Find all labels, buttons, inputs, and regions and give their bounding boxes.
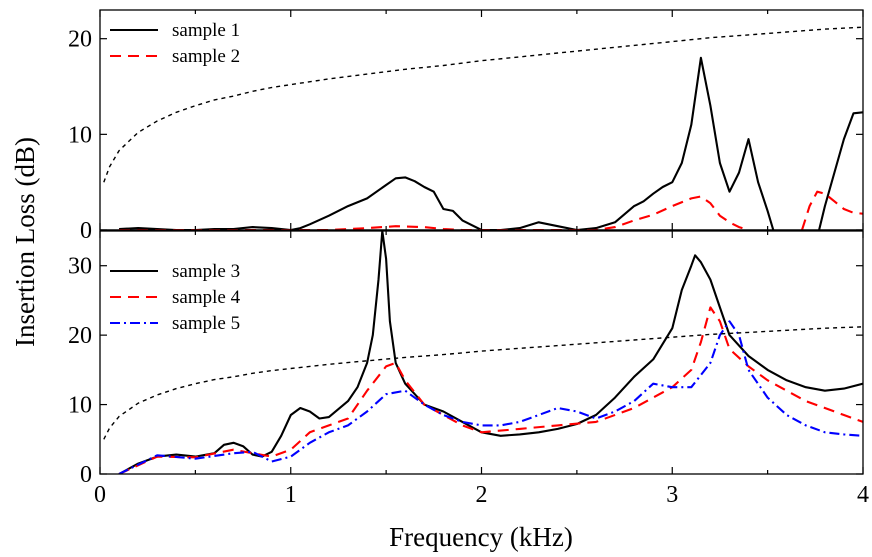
bottom-y-tick-label: 10 <box>68 393 92 419</box>
bottom-x-tick-label: 1 <box>285 482 297 508</box>
top-series-sample-1-1 <box>818 111 863 230</box>
top-panel: 0 10 20 sample 1 sample 2 <box>68 9 864 244</box>
top-series-sample-2-3 <box>800 190 863 230</box>
bottom-series-sample-4-1 <box>118 306 863 474</box>
bottom-panel: 0 10 20 30 0 1 2 3 4 sample 3 sample 4 sample 5 <box>68 230 869 508</box>
top-legend-label: sample 1 <box>172 20 240 41</box>
bottom-x-tick-label: 2 <box>476 482 488 508</box>
bottom-x-tick-label: 3 <box>666 482 678 508</box>
top-series-sample-1-0 <box>119 56 775 230</box>
bottom-y-tick-label: 20 <box>68 323 92 349</box>
top-y-tick-label: 20 <box>68 27 92 53</box>
bottom-x-tick-label: 0 <box>94 482 106 508</box>
bottom-y-tick-label: 30 <box>68 254 92 280</box>
bottom-legend-label: sample 5 <box>172 313 240 334</box>
bottom-legend: sample 3 sample 4 sample 5 <box>110 261 241 334</box>
bottom-legend-label: sample 3 <box>172 261 240 282</box>
top-series-sample-2-2 <box>119 195 749 230</box>
bottom-series-sample-5-2 <box>118 320 863 474</box>
top-legend-label: sample 2 <box>172 46 240 67</box>
bottom-series-mass-law-3 <box>103 326 863 440</box>
y-axis-title: Insertion Loss (dB) <box>10 137 40 347</box>
top-y-tick-label: 0 <box>80 218 92 244</box>
bottom-legend-label: sample 4 <box>172 287 241 308</box>
top-y-tick-label: 10 <box>68 122 92 148</box>
x-axis-title: Frequency (kHz) <box>389 522 573 552</box>
top-series-mass-law-4 <box>103 26 863 183</box>
top-legend: sample 1 sample 2 <box>110 20 240 67</box>
bottom-x-tick-label: 4 <box>857 482 869 508</box>
bottom-series-sample-3-0 <box>118 231 863 474</box>
top-plot-frame <box>99 9 864 231</box>
bottom-y-tick-label: 0 <box>80 462 92 488</box>
